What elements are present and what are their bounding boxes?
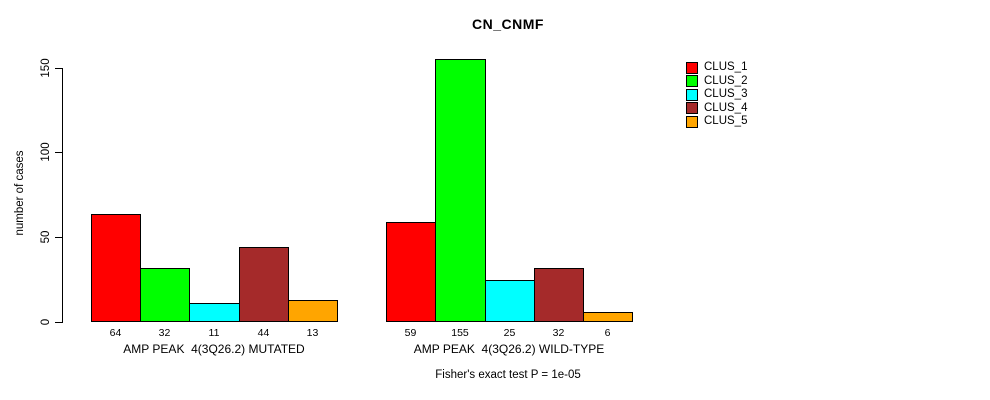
legend-swatch-icon	[686, 115, 698, 128]
chart-title: CN_CNMF	[472, 16, 544, 32]
bar-clus_2	[435, 59, 486, 322]
legend-item-clus_5: CLUS_5	[686, 115, 747, 129]
bar-clus_5	[288, 300, 338, 322]
bar-value-label: 32	[552, 327, 565, 339]
legend-label: CLUS_5	[704, 115, 748, 127]
legend-label: CLUS_3	[704, 88, 748, 100]
y-axis-title: number of cases	[14, 150, 26, 236]
legend-swatch-icon	[686, 75, 698, 88]
y-axis-tick	[55, 322, 62, 323]
legend-swatch-icon	[686, 61, 698, 74]
bar-value-label: 32	[158, 327, 171, 339]
y-axis-line	[62, 68, 63, 323]
legend-item-clus_3: CLUS_3	[686, 88, 747, 102]
bar-value-label: 155	[451, 327, 469, 339]
footnote-text: Fisher's exact test P = 1e-05	[435, 369, 581, 381]
bar-clus_5	[583, 312, 633, 322]
legend-swatch-icon	[686, 88, 698, 101]
y-axis-tick	[55, 68, 62, 69]
y-tick-label: 150	[40, 58, 52, 78]
bar-value-label: 64	[109, 327, 122, 339]
legend-item-clus_1: CLUS_1	[686, 61, 747, 75]
legend-swatch-icon	[686, 102, 698, 115]
bar-value-label: 25	[503, 327, 516, 339]
bar-clus_1	[386, 222, 436, 322]
y-axis-tick	[55, 152, 62, 153]
y-tick-label: 50	[40, 230, 52, 244]
bar-value-label: 44	[257, 327, 270, 339]
legend-item-clus_4: CLUS_4	[686, 102, 747, 116]
bar-value-label: 6	[604, 327, 611, 339]
legend-label: CLUS_1	[704, 61, 748, 73]
y-tick-label: 100	[40, 142, 52, 162]
bar-clus_2	[140, 268, 190, 322]
bar-value-label: 59	[404, 327, 417, 339]
bar-clus_1	[91, 214, 141, 322]
group-label: AMP PEAK 4(3Q26.2) WILD-TYPE	[413, 342, 605, 356]
legend-item-clus_2: CLUS_2	[686, 75, 747, 89]
group-label: AMP PEAK 4(3Q26.2) MUTATED	[123, 342, 305, 356]
bar-clus_4	[534, 268, 584, 322]
legend: CLUS_1 CLUS_2 CLUS_3 CLUS_4 CLUS_5	[686, 61, 747, 129]
y-tick-label: 0	[40, 318, 52, 326]
bar-value-label: 13	[306, 327, 319, 339]
y-axis-tick	[55, 237, 62, 238]
legend-label: CLUS_2	[704, 74, 748, 87]
bar-clus_4	[239, 247, 289, 322]
legend-label: CLUS_4	[704, 101, 748, 114]
bar-clus_3	[485, 280, 535, 322]
bar-value-label: 11	[208, 327, 220, 339]
bar-clus_3	[189, 303, 240, 322]
